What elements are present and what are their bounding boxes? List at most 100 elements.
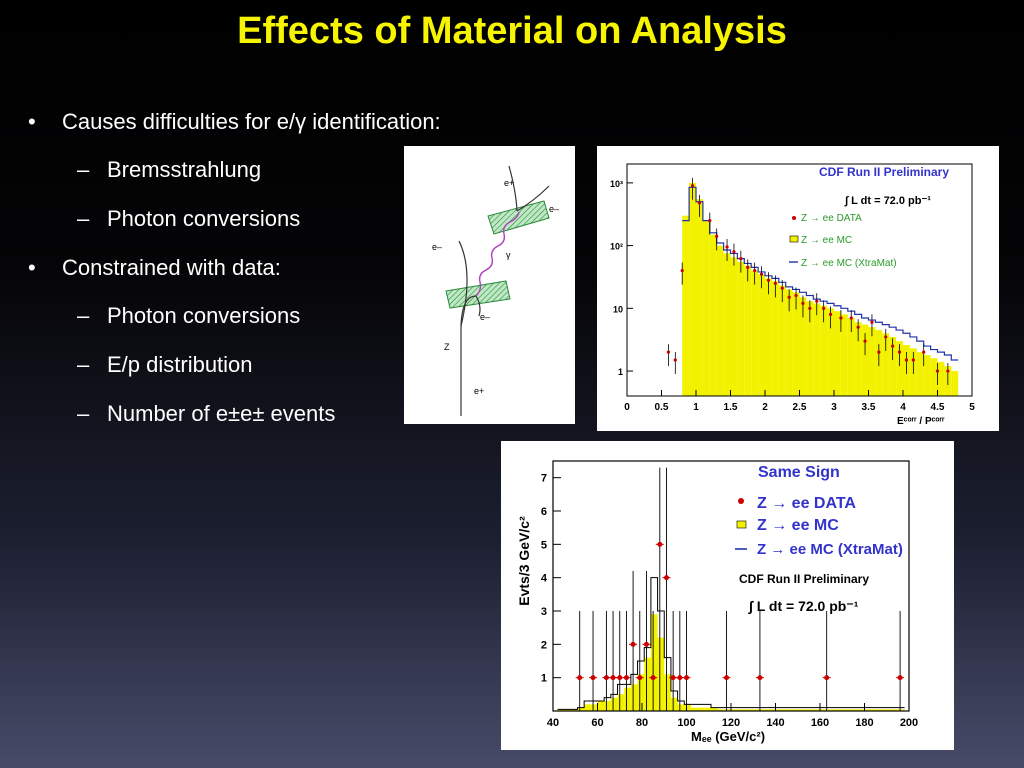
mc-bar — [702, 220, 710, 396]
label-e-minus-left: e– — [432, 242, 442, 252]
ep-chart-title: CDF Run II Preliminary — [819, 165, 949, 179]
data-point — [897, 350, 902, 354]
y-tick-label: 7 — [541, 473, 547, 485]
diagram-svg: e+ e– γ e– e– Z e+ — [432, 165, 559, 416]
y-tick-label: 10² — [610, 242, 623, 252]
ep-chart-xlabel: Eᶜᵒʳʳ / Pᶜᵒʳʳ — [897, 416, 945, 427]
data-point — [828, 312, 833, 316]
sub-bullet-text: Photon conversions — [107, 303, 301, 328]
mc-bar — [737, 261, 745, 396]
mc-bar — [610, 697, 618, 711]
mc-bar — [877, 709, 885, 711]
mc-bar — [864, 709, 872, 711]
mc-bar — [764, 709, 772, 711]
mc-bar — [840, 314, 848, 396]
x-tick-label: 0.5 — [655, 402, 669, 413]
mc-bar — [868, 327, 876, 396]
x-tick-label: 2 — [762, 402, 768, 413]
x-tick-label: 140 — [766, 717, 784, 729]
mc-bar — [716, 245, 724, 396]
data-point — [708, 219, 712, 223]
detector-layer-upper-hatch — [488, 201, 549, 234]
data-point — [922, 350, 926, 354]
data-point — [677, 675, 683, 681]
slide-title: Effects of Material on Analysis — [237, 10, 787, 52]
mc-bar — [744, 709, 752, 711]
mass-chart-ylabel: Evts/3 GeV/c² — [516, 516, 532, 606]
mc-bar — [930, 358, 938, 396]
mc-bar — [831, 709, 838, 711]
data-point — [715, 234, 719, 239]
label-e-plus-bottom: e+ — [474, 386, 484, 396]
mc-bar — [564, 709, 571, 711]
mc-bar — [784, 709, 792, 711]
mc-bar — [951, 371, 959, 396]
data-point — [824, 675, 830, 681]
mc-bar — [624, 687, 631, 711]
ep-chart-lumi: ∫ L dt = 72.0 pb⁻¹ — [844, 195, 931, 207]
data-point — [815, 299, 819, 303]
mass-chart-svg: 40 60 80 100 120 140 160 180 200 1 2 3 4 5 6 7 Same Sig… — [516, 460, 918, 744]
mc-bar — [896, 341, 903, 396]
sub-bullet-text: Bremsstrahlung — [107, 157, 262, 182]
mc-bar — [837, 709, 845, 711]
legend-data-marker — [738, 498, 744, 504]
data-point — [725, 245, 729, 249]
data-point — [666, 350, 670, 354]
mass-legend-data: Z → ee DATA — [757, 495, 856, 512]
data-point — [623, 675, 629, 681]
label-e-plus-top: e+ — [504, 178, 514, 188]
x-tick-label: 180 — [855, 717, 873, 729]
sub-bullet-dash: – — [77, 401, 90, 426]
data-point — [617, 675, 623, 681]
mc-bar — [710, 707, 718, 711]
mc-bar — [751, 270, 759, 396]
data-point — [904, 358, 909, 362]
conversion-diagram: e+ e– γ e– e– Z e+ — [404, 146, 575, 424]
mc-bar — [817, 709, 825, 711]
xtramat-histogram-line — [557, 577, 905, 710]
ep-distribution-chart: 0 0.5 1 1.5 2 2.5 3 3.5 4 4.5 5 1 10 10² 10³ CDF Run I… — [597, 146, 999, 431]
mc-bar — [577, 707, 585, 711]
data-point — [780, 286, 784, 290]
x-tick-label: 40 — [547, 717, 559, 729]
mc-bar — [777, 709, 785, 711]
mc-bar — [604, 701, 611, 711]
mc-bar — [682, 215, 690, 396]
electron-track-left — [458, 240, 468, 327]
mc-bar — [757, 709, 765, 711]
label-gamma: γ — [506, 250, 511, 260]
mc-bar — [650, 614, 658, 711]
data-point — [787, 295, 791, 299]
y-tick-label: 4 — [541, 573, 548, 585]
slide-number: 41 — [932, 724, 950, 744]
mc-bar — [871, 709, 878, 711]
mc-bar — [709, 234, 717, 396]
ep-legend-data: Z → ee DATA — [801, 213, 862, 224]
sub-bullet-dash: – — [77, 157, 90, 182]
mc-bar — [916, 352, 924, 396]
data-point — [630, 641, 636, 647]
legend-data-marker — [792, 216, 796, 220]
mc-bar — [704, 707, 711, 711]
data-point — [773, 281, 777, 285]
data-point — [724, 675, 730, 681]
mass-legend-xtramat: Z → ee MC (XtraMat) — [757, 541, 903, 558]
legend-mc-marker — [736, 520, 747, 529]
mc-bar — [791, 709, 798, 711]
data-point — [863, 339, 867, 343]
label-e-minus-top: e– — [549, 204, 559, 214]
mass-chart-lumi: ∫ L dt = 72.0 pb⁻¹ — [748, 598, 859, 615]
y-tick-label: 10 — [613, 304, 623, 314]
mc-bar — [861, 324, 869, 396]
data-point — [759, 272, 764, 276]
mc-bar — [799, 297, 807, 396]
sub-bullet-dash: – — [77, 352, 90, 377]
data-point — [757, 675, 763, 681]
sub-bullet-dash: – — [77, 206, 90, 231]
mc-bar — [723, 253, 731, 396]
data-point — [822, 306, 826, 310]
mc-bar — [889, 336, 897, 396]
y-tick-label: 5 — [541, 539, 547, 551]
sub-bullet-text: Photon conversions — [107, 206, 301, 231]
